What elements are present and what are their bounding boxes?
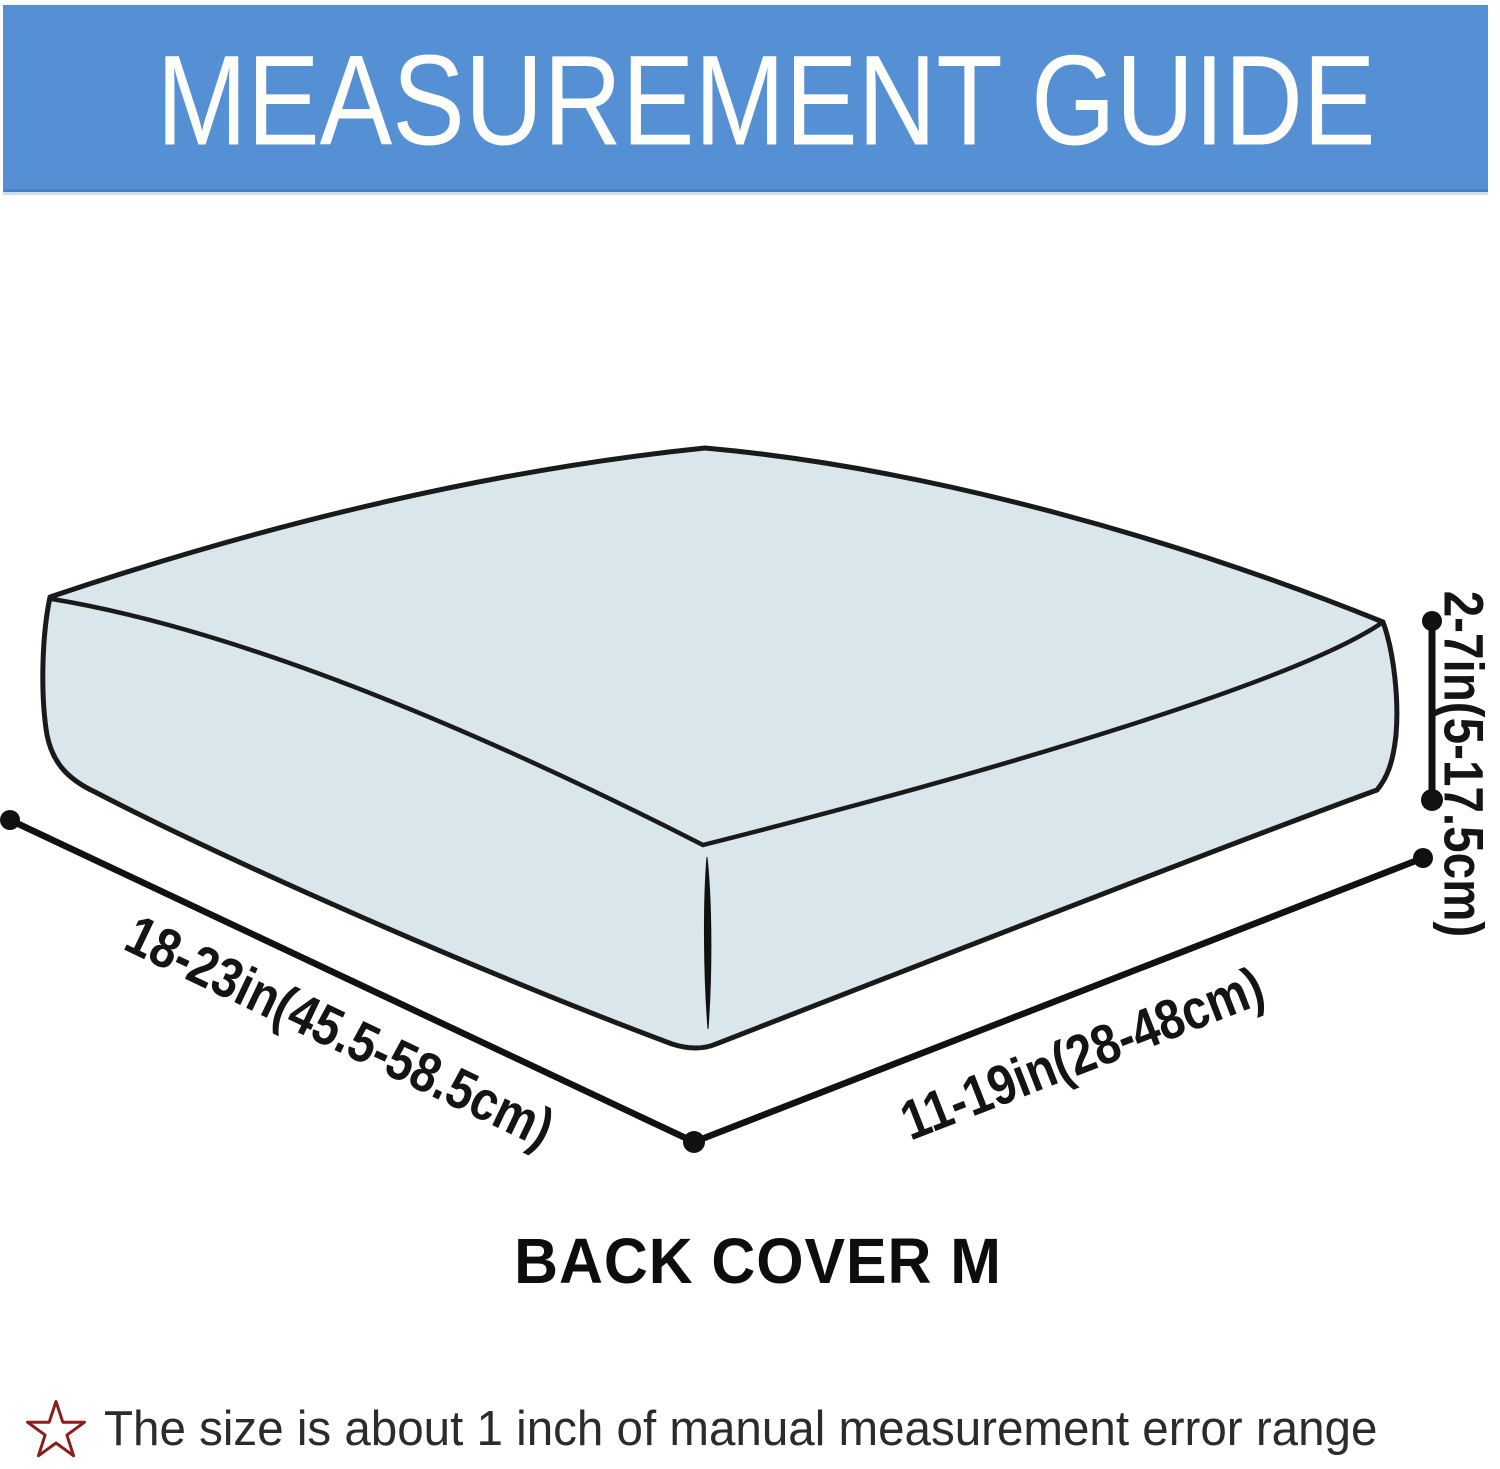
dimension-endpoint-dot — [1413, 848, 1433, 868]
dimension-endpoint-dot — [683, 1131, 705, 1153]
star-outline-icon — [26, 1400, 86, 1458]
product-caption: BACK COVER M — [514, 1225, 1002, 1297]
footnote-text: The size is about 1 inch of manual measu… — [104, 1402, 1378, 1456]
dimension-endpoint-dot — [0, 810, 20, 830]
header-banner: MEASUREMENT GUIDE — [3, 5, 1488, 192]
height-dimension-label: 2-7in(5-17.5cm) — [1432, 590, 1496, 938]
page-title: MEASUREMENT GUIDE — [156, 29, 1376, 173]
cushion-seam-right — [700, 619, 1386, 848]
zipper-slit-mark — [703, 856, 712, 1030]
depth-dimension-line — [692, 854, 1425, 1146]
dimension-endpoint-dot — [1422, 611, 1442, 631]
width-dimension-line — [8, 817, 696, 1145]
cushion-seam-left — [49, 596, 706, 848]
footnote: The size is about 1 inch of manual measu… — [24, 1398, 1500, 1460]
dimension-endpoint-dot — [1421, 789, 1443, 811]
